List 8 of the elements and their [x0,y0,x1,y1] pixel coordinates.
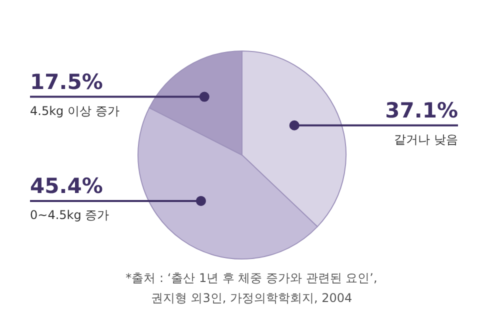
slice-label: 같거나 낮음 [394,132,458,146]
text: *출처 : ‘출산 1년 후 체중 증가와 관련된 요인’, [124,270,378,287]
slice-label: 0~4.5kg 증가 [30,208,110,222]
data-label: 17.5% [30,70,103,94]
data-label: 37.1% [385,98,458,122]
text: 권지형 외3인, 가정의학학회지, 2004 [150,290,354,307]
data-label: 45.4% [30,174,103,198]
slice-label: 4.5kg 이상 증가 [30,104,120,118]
